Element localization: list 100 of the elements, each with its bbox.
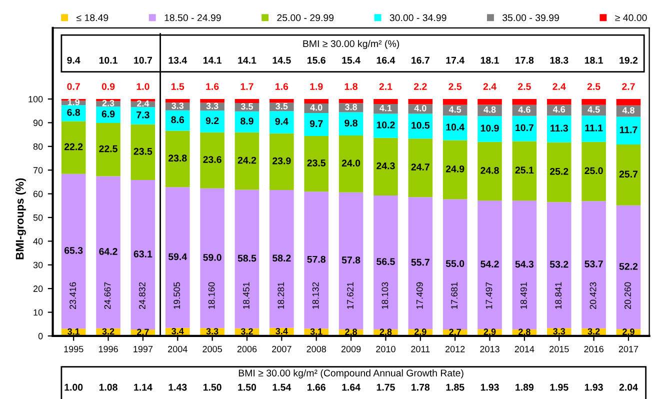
annotation: 10.7 xyxy=(134,56,152,64)
bar xyxy=(408,138,433,198)
x-tick-label: 2004 xyxy=(168,346,188,352)
legend-label: 35.00 - 39.99 xyxy=(502,14,559,22)
data-label: 3.3 xyxy=(172,102,184,109)
data-label: 59.4 xyxy=(168,253,188,260)
bar xyxy=(478,99,502,105)
annotation: 14.5 xyxy=(272,56,291,64)
text: 1.66 xyxy=(308,384,326,391)
data-label: 53.2 xyxy=(550,260,568,268)
text: 1.85 xyxy=(446,384,464,391)
data-label: 63.1 xyxy=(134,250,152,258)
data-label: 1.0 xyxy=(136,83,150,90)
data-label: 24.7 xyxy=(411,164,430,170)
data-label: 2.5 xyxy=(518,83,531,90)
data-label: 2.9 xyxy=(484,328,496,335)
data-label: 23.5 xyxy=(307,160,326,166)
annotation: 18.1 xyxy=(584,56,603,64)
data-label: 9.4 xyxy=(275,118,288,125)
data-label: 24.8 xyxy=(480,167,499,174)
bar xyxy=(478,116,502,142)
data-label: 4.8 xyxy=(484,106,496,113)
text: 1.08 xyxy=(99,384,118,391)
annotation: 18.1 xyxy=(480,56,499,64)
data-label: 9.2 xyxy=(206,117,219,124)
data-label: 25.1 xyxy=(515,166,534,174)
bar xyxy=(130,107,156,124)
data-label: 3.2 xyxy=(588,328,600,335)
data-label: 10.2 xyxy=(376,122,395,128)
text: 1.78 xyxy=(412,384,430,391)
bar xyxy=(442,116,468,140)
annotation: 19.505 xyxy=(174,282,180,309)
bar xyxy=(512,116,537,142)
data-label: 4.5 xyxy=(588,106,600,113)
legend-label: 18.50 - 24.99 xyxy=(164,14,221,22)
x-tick-label: 2008 xyxy=(306,346,326,352)
text: 1.95 xyxy=(550,384,568,391)
annotation: 17.497 xyxy=(486,282,492,309)
bar xyxy=(616,205,641,330)
bar xyxy=(582,142,606,202)
data-label: 54.3 xyxy=(515,260,534,268)
bar xyxy=(165,130,190,188)
data-label: 3.2 xyxy=(240,328,253,335)
x-tick-label: 2007 xyxy=(272,346,292,352)
x-tick-label: 1997 xyxy=(134,346,153,352)
data-label: 2.8 xyxy=(345,328,358,336)
annotation: 17.621 xyxy=(347,282,354,309)
bar xyxy=(96,106,120,123)
data-label: 3.5 xyxy=(240,103,254,110)
data-label: 3.5 xyxy=(276,102,288,110)
data-label: 23.6 xyxy=(203,156,222,164)
data-label: 11.7 xyxy=(620,126,638,134)
bar xyxy=(512,141,537,201)
bar xyxy=(61,121,86,174)
bar xyxy=(96,176,120,328)
y-tick-label: 40 xyxy=(33,238,43,245)
data-label: 22.5 xyxy=(99,145,118,152)
annotation: 18.103 xyxy=(382,282,388,309)
annotation: 20.423 xyxy=(590,282,596,310)
bar xyxy=(374,99,398,104)
x-tick-label: 2012 xyxy=(445,346,465,352)
bar xyxy=(408,114,433,139)
data-label: 2.1 xyxy=(379,83,392,90)
data-label: 23.5 xyxy=(134,148,152,155)
data-label: 4.0 xyxy=(414,104,426,112)
data-label: 25.2 xyxy=(550,168,568,175)
data-label: 2.3 xyxy=(102,100,114,106)
y-tick-label: 20 xyxy=(33,286,43,292)
data-label: 8.6 xyxy=(171,116,184,124)
data-label: 1.9 xyxy=(68,98,80,106)
bar xyxy=(304,192,328,329)
data-label: 24.2 xyxy=(238,156,256,164)
bar xyxy=(338,136,364,192)
data-label: 25.0 xyxy=(584,167,603,174)
x-tick-label: 2011 xyxy=(411,346,430,352)
annotation: 17.681 xyxy=(451,282,458,309)
bar xyxy=(130,180,156,330)
y-tick-label: 0 xyxy=(38,332,43,340)
data-label: 55.0 xyxy=(446,260,464,268)
data-label: 25.7 xyxy=(619,170,638,178)
data-label: 52.2 xyxy=(619,262,638,270)
annotation: 9.4 xyxy=(67,56,80,64)
annotation: 10.1 xyxy=(99,56,118,64)
bar xyxy=(442,99,468,105)
data-label: 10.4 xyxy=(446,124,464,131)
data-label: 64.2 xyxy=(99,248,118,255)
bar xyxy=(512,99,537,105)
bar xyxy=(338,192,364,330)
data-label: 58.2 xyxy=(272,254,291,262)
bar xyxy=(130,124,156,180)
data-label: 57.8 xyxy=(307,256,326,263)
data-label: 23.8 xyxy=(168,154,187,162)
annotation: 18.491 xyxy=(520,282,527,309)
data-label: 1.6 xyxy=(276,83,288,90)
data-label: 6.8 xyxy=(67,108,80,116)
data-label: 2.9 xyxy=(622,328,634,335)
data-label: 58.5 xyxy=(238,254,256,262)
data-label: 24.9 xyxy=(446,165,464,172)
annotation: 18.841 xyxy=(555,282,562,309)
data-label: 4.8 xyxy=(622,107,634,114)
